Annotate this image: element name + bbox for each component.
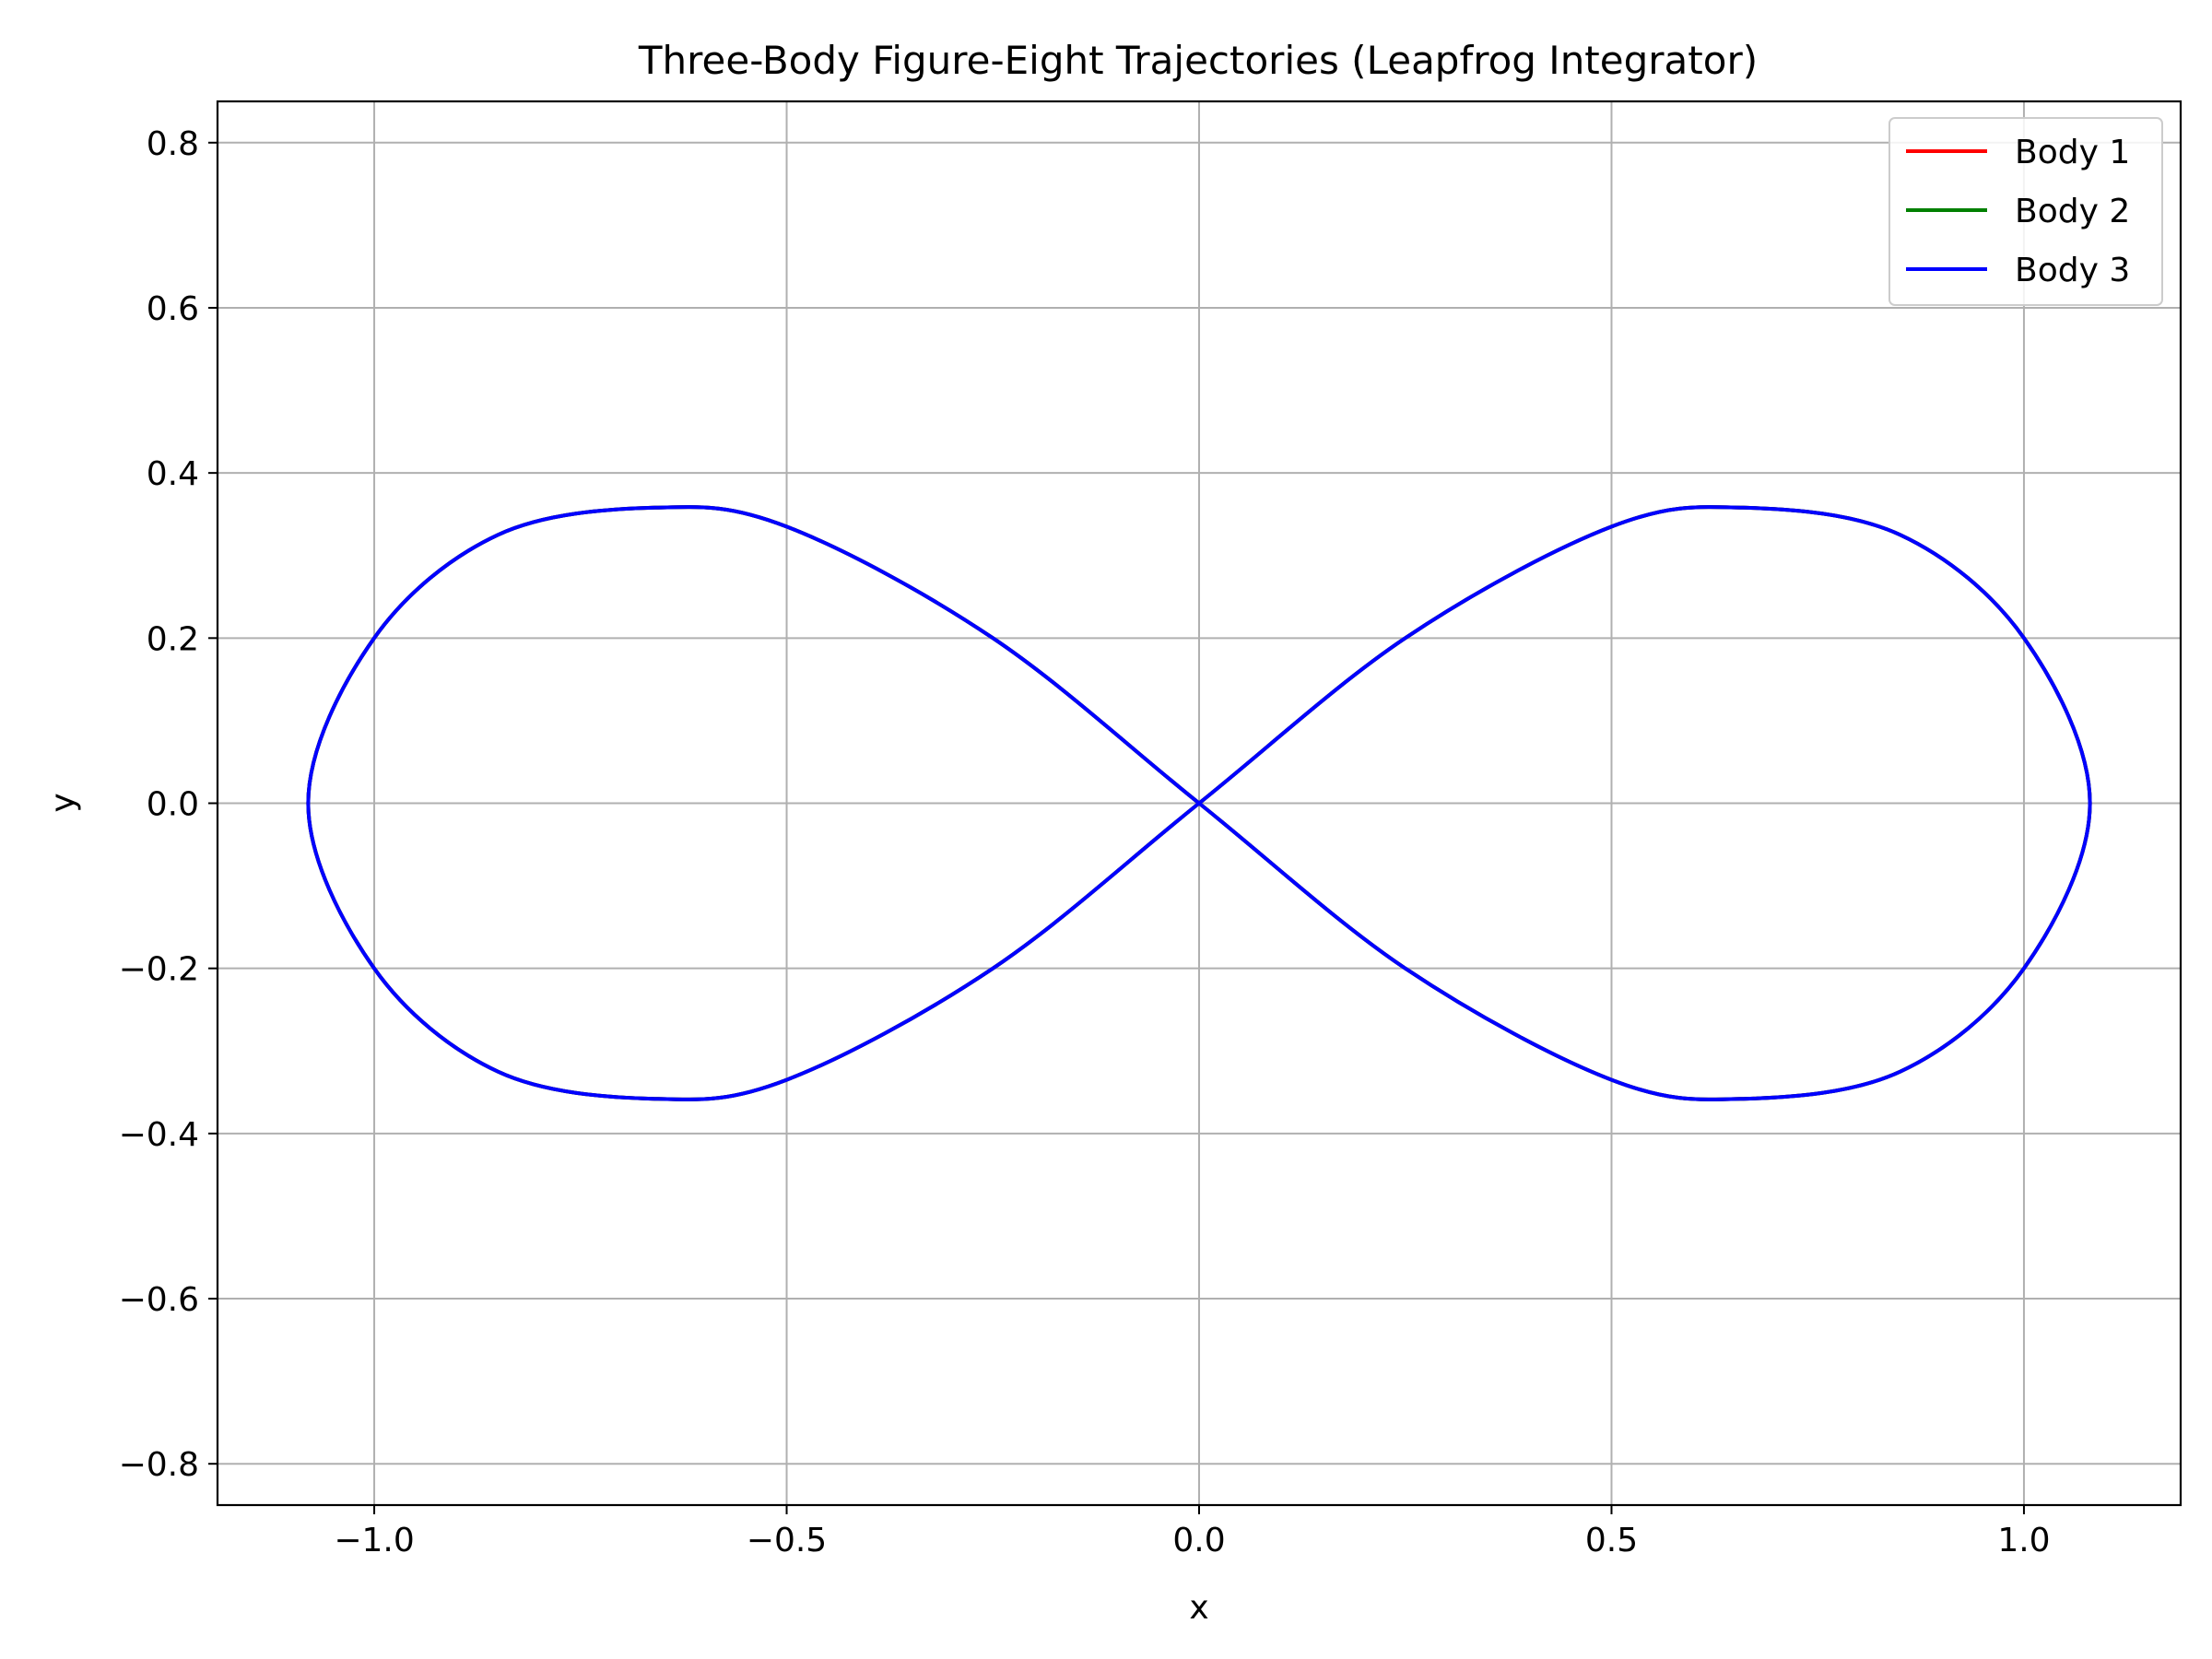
- y-tick-label: 0.2: [147, 620, 199, 658]
- y-tick-label: 0.8: [147, 125, 199, 163]
- legend-label-body-1: Body 1: [2015, 134, 2130, 171]
- x-tick-label: 0.0: [1172, 1522, 1225, 1559]
- y-tick-label: −0.8: [119, 1446, 199, 1484]
- y-tick-label: 0.0: [147, 786, 199, 824]
- x-tick-label: −0.5: [747, 1522, 827, 1559]
- grid-lines: [218, 101, 2181, 1505]
- x-tick-label: 1.0: [1997, 1522, 2050, 1559]
- series-layer: [306, 505, 2092, 1101]
- x-axis-label: x: [1189, 1589, 1208, 1627]
- y-tick-label: −0.6: [119, 1281, 199, 1319]
- x-tick-label: 0.5: [1585, 1522, 1638, 1559]
- chart-title: Three-Body Figure-Eight Trajectories (Le…: [638, 38, 1758, 83]
- series-line-body-3: [306, 505, 2092, 1101]
- axis-ticks: −1.0 −0.5 0.0 0.5 1.0 0.8 0.6 0.4 0.2 0.0 −0.2 −0.4…: [119, 125, 2051, 1559]
- y-axis-label: y: [44, 793, 82, 812]
- y-tick-label: −0.2: [119, 951, 199, 989]
- legend-label-body-3: Body 3: [2015, 252, 2130, 289]
- legend: Body 1 Body 2 Body 3: [1888, 117, 2163, 306]
- y-tick-label: 0.4: [147, 455, 199, 493]
- x-tick-label: −1.0: [334, 1522, 414, 1559]
- legend-label-body-2: Body 2: [2015, 193, 2130, 230]
- legend-frame: [1888, 117, 2163, 306]
- y-tick-label: −0.4: [119, 1116, 199, 1154]
- y-tick-label: 0.6: [147, 290, 199, 328]
